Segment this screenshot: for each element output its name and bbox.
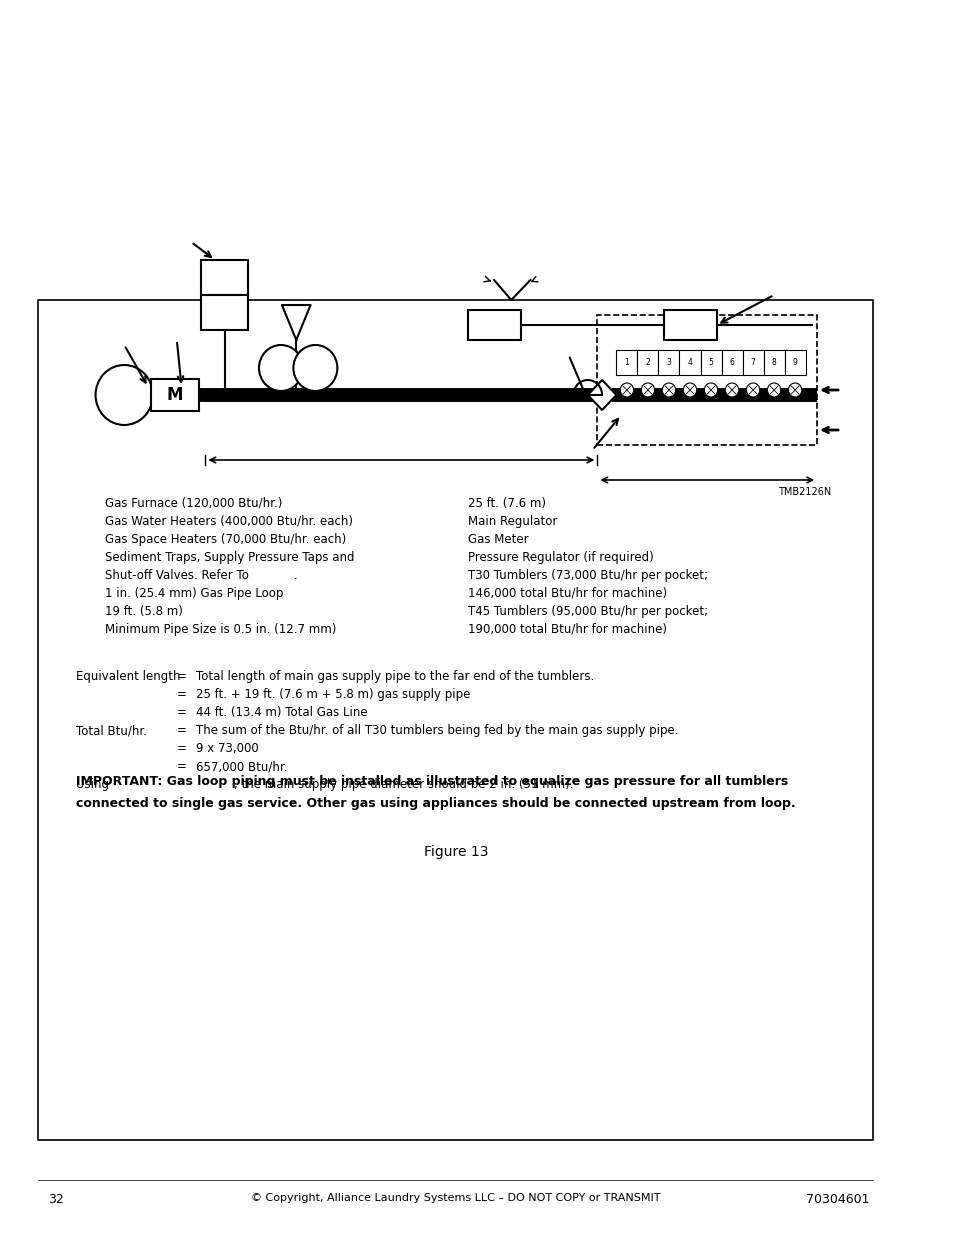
Text: =: = bbox=[176, 760, 187, 773]
Bar bbox=[200, 295, 248, 330]
Text: Minimum Pipe Size is 0.5 in. (12.7 mm): Minimum Pipe Size is 0.5 in. (12.7 mm) bbox=[105, 622, 336, 636]
Bar bbox=[658, 350, 679, 375]
Text: 9: 9 bbox=[792, 358, 797, 367]
Text: Sediment Traps, Supply Pressure Taps and: Sediment Traps, Supply Pressure Taps and bbox=[105, 551, 355, 564]
Bar bbox=[38, 300, 873, 1140]
Text: TMB2126N: TMB2126N bbox=[778, 487, 831, 496]
Text: 5: 5 bbox=[708, 358, 713, 367]
Text: 657,000 Btu/hr.: 657,000 Btu/hr. bbox=[195, 760, 287, 773]
Bar bbox=[663, 310, 716, 340]
Bar bbox=[616, 350, 637, 375]
Text: M: M bbox=[167, 387, 183, 404]
Text: Pressure Regulator (if required): Pressure Regulator (if required) bbox=[468, 551, 654, 564]
Text: T45 Tumblers (95,000 Btu/hr per pocket;: T45 Tumblers (95,000 Btu/hr per pocket; bbox=[468, 605, 708, 618]
Bar bbox=[700, 350, 720, 375]
Text: Total length of main gas supply pipe to the far end of the tumblers.: Total length of main gas supply pipe to … bbox=[195, 671, 594, 683]
Circle shape bbox=[787, 383, 801, 396]
Circle shape bbox=[661, 383, 675, 396]
Text: T30 Tumblers (73,000 Btu/hr per pocket;: T30 Tumblers (73,000 Btu/hr per pocket; bbox=[468, 569, 707, 582]
Text: 44 ft. (13.4 m) Total Gas Line: 44 ft. (13.4 m) Total Gas Line bbox=[195, 706, 367, 719]
Text: 2: 2 bbox=[645, 358, 650, 367]
Text: 19 ft. (5.8 m): 19 ft. (5.8 m) bbox=[105, 605, 183, 618]
Circle shape bbox=[258, 345, 303, 391]
Text: Figure 13: Figure 13 bbox=[423, 845, 488, 860]
Text: Equivalent length: Equivalent length bbox=[76, 671, 181, 683]
Text: Using: Using bbox=[76, 778, 110, 790]
Text: 4: 4 bbox=[687, 358, 692, 367]
Circle shape bbox=[682, 383, 696, 396]
Bar bbox=[783, 350, 804, 375]
Text: 146,000 total Btu/hr for machine): 146,000 total Btu/hr for machine) bbox=[468, 587, 667, 600]
Text: 32: 32 bbox=[48, 1193, 64, 1207]
Text: Gas Meter: Gas Meter bbox=[468, 534, 528, 546]
Text: Gas Water Heaters (400,000 Btu/hr. each): Gas Water Heaters (400,000 Btu/hr. each) bbox=[105, 515, 353, 529]
Bar bbox=[762, 350, 783, 375]
Bar bbox=[597, 315, 817, 445]
Bar bbox=[720, 350, 741, 375]
Circle shape bbox=[724, 383, 738, 396]
Bar bbox=[151, 379, 198, 411]
Bar bbox=[679, 350, 700, 375]
Text: Shut-off Valves. Refer To            .: Shut-off Valves. Refer To . bbox=[105, 569, 297, 582]
Bar bbox=[637, 350, 658, 375]
Text: © Copyright, Alliance Laundry Systems LLC – DO NOT COPY or TRANSMIT: © Copyright, Alliance Laundry Systems LL… bbox=[251, 1193, 659, 1203]
Text: =: = bbox=[176, 706, 187, 719]
Text: 8: 8 bbox=[771, 358, 776, 367]
Circle shape bbox=[703, 383, 717, 396]
Text: The sum of the Btu/hr. of all T30 tumblers being fed by the main gas supply pipe: The sum of the Btu/hr. of all T30 tumble… bbox=[195, 724, 678, 737]
Bar bbox=[200, 261, 248, 295]
Text: =: = bbox=[176, 724, 187, 737]
Circle shape bbox=[619, 383, 633, 396]
Text: connected to single gas service. Other gas using appliances should be connected : connected to single gas service. Other g… bbox=[76, 797, 795, 810]
Text: 3: 3 bbox=[666, 358, 671, 367]
Text: 7: 7 bbox=[750, 358, 755, 367]
Bar bbox=[741, 350, 762, 375]
Text: =: = bbox=[176, 671, 187, 683]
Polygon shape bbox=[587, 380, 616, 410]
Text: 190,000 total Btu/hr for machine): 190,000 total Btu/hr for machine) bbox=[468, 622, 666, 636]
Text: Gas Space Heaters (70,000 Btu/hr. each): Gas Space Heaters (70,000 Btu/hr. each) bbox=[105, 534, 346, 546]
Text: 9 x 73,000: 9 x 73,000 bbox=[195, 742, 258, 755]
Text: Total Btu/hr.: Total Btu/hr. bbox=[76, 724, 148, 737]
Text: 1 in. (25.4 mm) Gas Pipe Loop: 1 in. (25.4 mm) Gas Pipe Loop bbox=[105, 587, 283, 600]
Text: Main Regulator: Main Regulator bbox=[468, 515, 558, 529]
Bar bbox=[468, 310, 520, 340]
Text: , the main supply pipe diameter should be 2 in. (51 mm).: , the main supply pipe diameter should b… bbox=[233, 778, 573, 790]
Text: Gas Furnace (120,000 Btu/hr.): Gas Furnace (120,000 Btu/hr.) bbox=[105, 496, 282, 510]
Text: =: = bbox=[176, 742, 187, 755]
Circle shape bbox=[640, 383, 654, 396]
Text: 25 ft. + 19 ft. (7.6 m + 5.8 m) gas supply pipe: 25 ft. + 19 ft. (7.6 m + 5.8 m) gas supp… bbox=[195, 688, 470, 701]
Circle shape bbox=[745, 383, 759, 396]
Text: IMPORTANT: Gas loop piping must be installed as illustrated to equalize gas pres: IMPORTANT: Gas loop piping must be insta… bbox=[76, 776, 788, 788]
Circle shape bbox=[766, 383, 780, 396]
Text: 6: 6 bbox=[729, 358, 734, 367]
Text: 70304601: 70304601 bbox=[805, 1193, 869, 1207]
Circle shape bbox=[95, 366, 152, 425]
Text: 1: 1 bbox=[624, 358, 629, 367]
Text: =: = bbox=[176, 688, 187, 701]
Circle shape bbox=[294, 345, 337, 391]
Text: 25 ft. (7.6 m): 25 ft. (7.6 m) bbox=[468, 496, 546, 510]
